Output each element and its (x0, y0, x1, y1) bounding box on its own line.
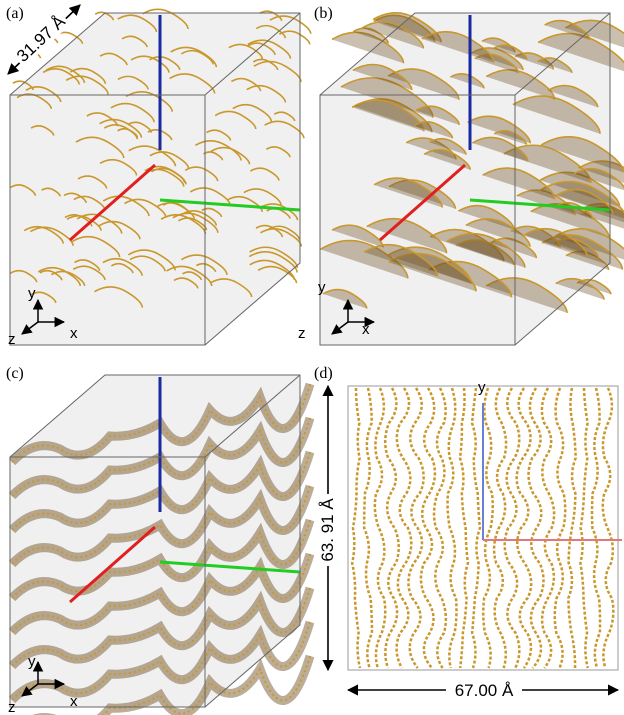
axis-label: y (478, 379, 486, 396)
axis-label: y (28, 653, 36, 670)
panel-label: (a) (6, 5, 24, 22)
axis-label: y (318, 279, 326, 296)
cube-fill (10, 13, 300, 345)
dimension-label: 67.00 Å (455, 681, 514, 700)
axis-label: x (70, 325, 78, 342)
axis-label: y (28, 285, 36, 302)
axis-label: z (8, 331, 16, 348)
axis-label: z (298, 325, 306, 342)
figure: (a) (b) (c) (d) 31.97 Å y z x y z x y z … (0, 0, 624, 715)
panel-label: (c) (6, 365, 24, 382)
axis-label: z (8, 699, 16, 715)
panel-label: (b) (314, 5, 333, 22)
dimension-label: 63. 91 Å (318, 498, 337, 562)
panel-label: (d) (314, 365, 333, 382)
axis-label: x (362, 321, 370, 338)
renderings (10, 9, 624, 715)
axis-label: x (70, 693, 78, 710)
dimension-label-group: 63. 91 Å (316, 494, 338, 566)
